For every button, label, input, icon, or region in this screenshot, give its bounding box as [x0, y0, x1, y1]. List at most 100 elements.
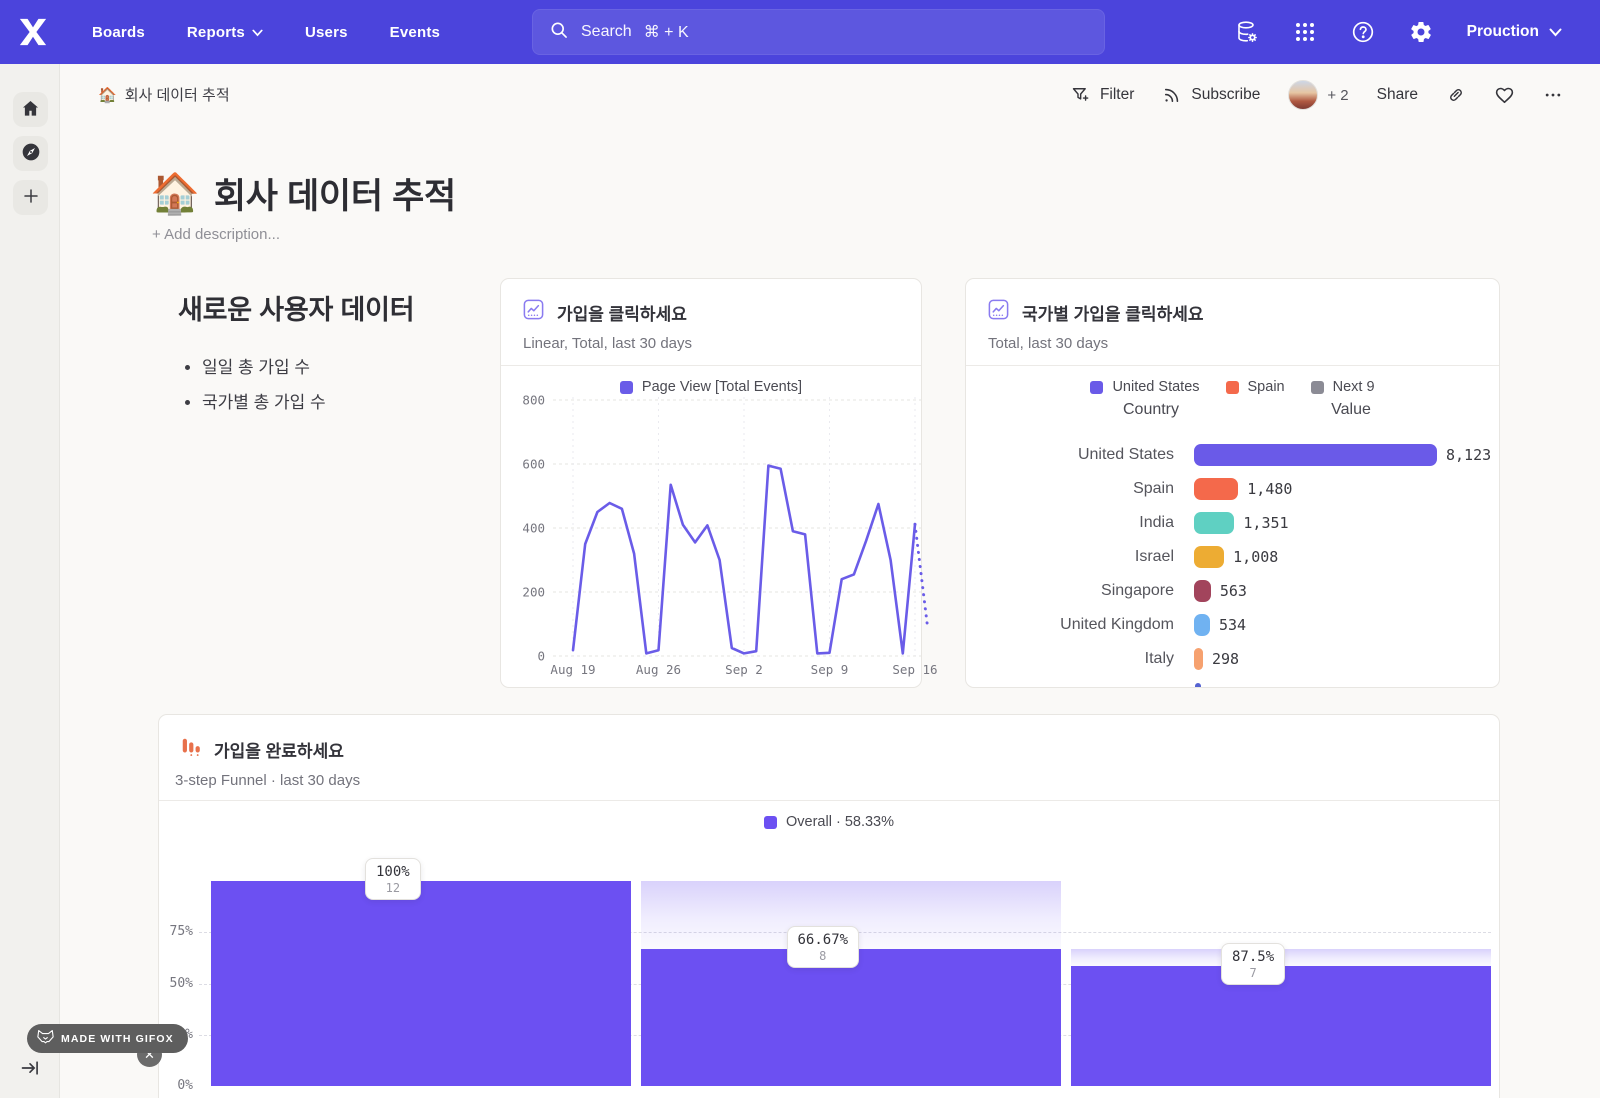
- line-card-subtitle: Linear, Total, last 30 days: [523, 335, 692, 352]
- table-row[interactable]: Israel 1,008: [966, 540, 1499, 574]
- clipped-row-bar: [1195, 683, 1201, 687]
- text-card-heading: 새로운 사용자 데이터: [178, 295, 415, 325]
- nav-items: Boards Reports Users Events: [92, 0, 440, 64]
- compass-icon: [21, 142, 41, 165]
- nav-item-events[interactable]: Events: [389, 23, 441, 41]
- value-bar: [1194, 648, 1203, 670]
- value-bar: [1194, 478, 1239, 500]
- ellipsis-icon: [1545, 93, 1561, 97]
- value-bar: [1194, 614, 1210, 636]
- subscribe-button[interactable]: Subscribe: [1162, 85, 1260, 105]
- apps-grid-icon[interactable]: [1293, 20, 1317, 44]
- copy-link-button[interactable]: [1446, 85, 1466, 105]
- column-header-value: Value: [1331, 401, 1371, 418]
- chevron-down-icon: [252, 29, 263, 37]
- table-row[interactable]: India 1,351: [966, 506, 1499, 540]
- conversion-tooltip: 66.67% 8: [786, 926, 860, 969]
- svg-text:600: 600: [522, 457, 545, 472]
- search-input[interactable]: Search ⌘ + K: [532, 9, 1105, 55]
- more-options-button[interactable]: [1543, 85, 1563, 105]
- top-navbar: Boards Reports Users Events Search ⌘ + K: [0, 0, 1600, 64]
- home-icon: [21, 99, 40, 121]
- legend-swatch: [1310, 380, 1324, 394]
- chevron-down-icon: [1549, 28, 1562, 36]
- nav-item-reports[interactable]: Reports: [187, 24, 263, 41]
- sidebar-add-button[interactable]: [13, 180, 48, 215]
- funnel-bar: [211, 881, 631, 1086]
- bar-card-title: 국가별 가입을 클릭하세요: [1022, 304, 1204, 324]
- svg-text:Sep 16: Sep 16: [892, 662, 937, 677]
- legend-item[interactable]: Next 9: [1310, 379, 1375, 395]
- funnel-bar: [1071, 966, 1491, 1086]
- extra-collaborators-count: + 2: [1327, 86, 1349, 104]
- heart-icon: [1495, 87, 1514, 103]
- filter-button[interactable]: Filter: [1071, 85, 1134, 105]
- table-row[interactable]: Italy 298: [966, 642, 1499, 676]
- table-row[interactable]: Singapore 563: [966, 574, 1499, 608]
- line-chart[interactable]: 0 200 400 600 800 Aug 19 Aug 26 Sep 2 Sep 9 Sep 1…: [509, 383, 937, 683]
- page-title: 🏠 회사 데이터 추적: [150, 168, 456, 219]
- project-name: Prouction: [1466, 23, 1539, 40]
- expand-sidebar-icon: [21, 1061, 38, 1075]
- line-chart-card[interactable]: 가입을 클릭하세요 Linear, Total, last 30 days Pa…: [500, 278, 938, 688]
- country-label: Spain: [1133, 480, 1174, 497]
- bullet-item: 일일 총 가입 수: [202, 353, 495, 378]
- nav-item-boards[interactable]: Boards: [92, 23, 145, 41]
- funnel-chart-card[interactable]: 가입을 완료하세요 3-step Funnel · last 30 days O…: [158, 714, 1500, 1098]
- table-row[interactable]: United Kingdom 534: [966, 608, 1499, 642]
- y-axis-label: 0%: [177, 1078, 193, 1093]
- funnel-card-subtitle: 3-step Funnel · last 30 days: [175, 772, 361, 789]
- settings-icon[interactable]: [1409, 20, 1433, 44]
- funnel-card-legend: Overall · 58.33%: [159, 814, 1499, 830]
- legend-item[interactable]: United States: [1090, 379, 1200, 395]
- board-header: 🏠 회사 데이터 추적 Filter Subscribe + 2 Share: [60, 64, 1600, 126]
- funnel-card-title: 가입을 완료하세요: [214, 742, 344, 761]
- value-bar: [1194, 580, 1211, 602]
- bar-chart-card-icon: [987, 298, 1010, 326]
- sidebar-explore-button[interactable]: [13, 136, 48, 171]
- add-description-button[interactable]: + Add description...: [152, 226, 280, 243]
- link-icon: [1450, 89, 1462, 101]
- help-icon[interactable]: [1351, 20, 1375, 44]
- legend-swatch: [1225, 380, 1239, 394]
- sidebar-collapse-button[interactable]: [20, 1058, 40, 1083]
- funnel-card-icon: [180, 736, 202, 763]
- rss-icon: [1165, 88, 1179, 103]
- favorite-button[interactable]: [1494, 85, 1515, 106]
- share-button[interactable]: Share: [1376, 86, 1418, 103]
- search-shortcut: ⌘ + K: [643, 24, 689, 41]
- table-row[interactable]: United States 8,123: [966, 438, 1499, 472]
- value-label: 1,480: [1247, 480, 1293, 498]
- conversion-percent: 66.67%: [797, 932, 849, 949]
- data-settings-icon[interactable]: [1235, 20, 1259, 44]
- table-row[interactable]: Spain 1,480: [966, 472, 1499, 506]
- breadcrumb[interactable]: 🏠 회사 데이터 추적: [98, 84, 230, 105]
- project-switcher[interactable]: Prouction: [1467, 23, 1562, 41]
- nav-item-users[interactable]: Users: [304, 23, 348, 41]
- bar-card-subtitle: Total, last 30 days: [988, 335, 1109, 352]
- svg-text:400: 400: [522, 521, 545, 536]
- legend-swatch: [619, 380, 633, 394]
- filter-icon: [1072, 88, 1089, 101]
- line-card-legend: Page View [Total Events]: [501, 379, 921, 395]
- conversion-count: 7: [1249, 966, 1257, 981]
- sidebar-home-button[interactable]: [13, 92, 48, 127]
- page-title-text: 회사 데이터 추적: [213, 177, 456, 216]
- y-axis-label: 50%: [169, 975, 193, 991]
- value-label: 298: [1212, 650, 1240, 668]
- bar-chart-card[interactable]: 국가별 가입을 클릭하세요 Total, last 30 days United…: [965, 278, 1500, 688]
- svg-text:200: 200: [522, 585, 545, 600]
- conversion-tooltip: 87.5% 7: [1221, 943, 1286, 986]
- bar-chart-rows: United States 8,123 Spain 1,480 India 1,351 Is…: [966, 438, 1499, 676]
- legend-swatch: [764, 815, 777, 829]
- page-title-emoji: 🏠: [150, 171, 200, 216]
- collaborators[interactable]: + 2: [1288, 80, 1349, 110]
- value-label: 563: [1219, 582, 1247, 600]
- conversion-count: 12: [385, 881, 401, 895]
- svg-text:Aug 26: Aug 26: [636, 662, 681, 677]
- country-label: Italy: [1144, 650, 1174, 667]
- mixpanel-logo-icon[interactable]: [18, 17, 48, 47]
- legend-item[interactable]: Spain: [1225, 379, 1285, 395]
- value-label: 1,008: [1233, 548, 1279, 566]
- text-card: 새로운 사용자 데이터 일일 총 가입 수국가별 총 가입 수: [150, 278, 495, 423]
